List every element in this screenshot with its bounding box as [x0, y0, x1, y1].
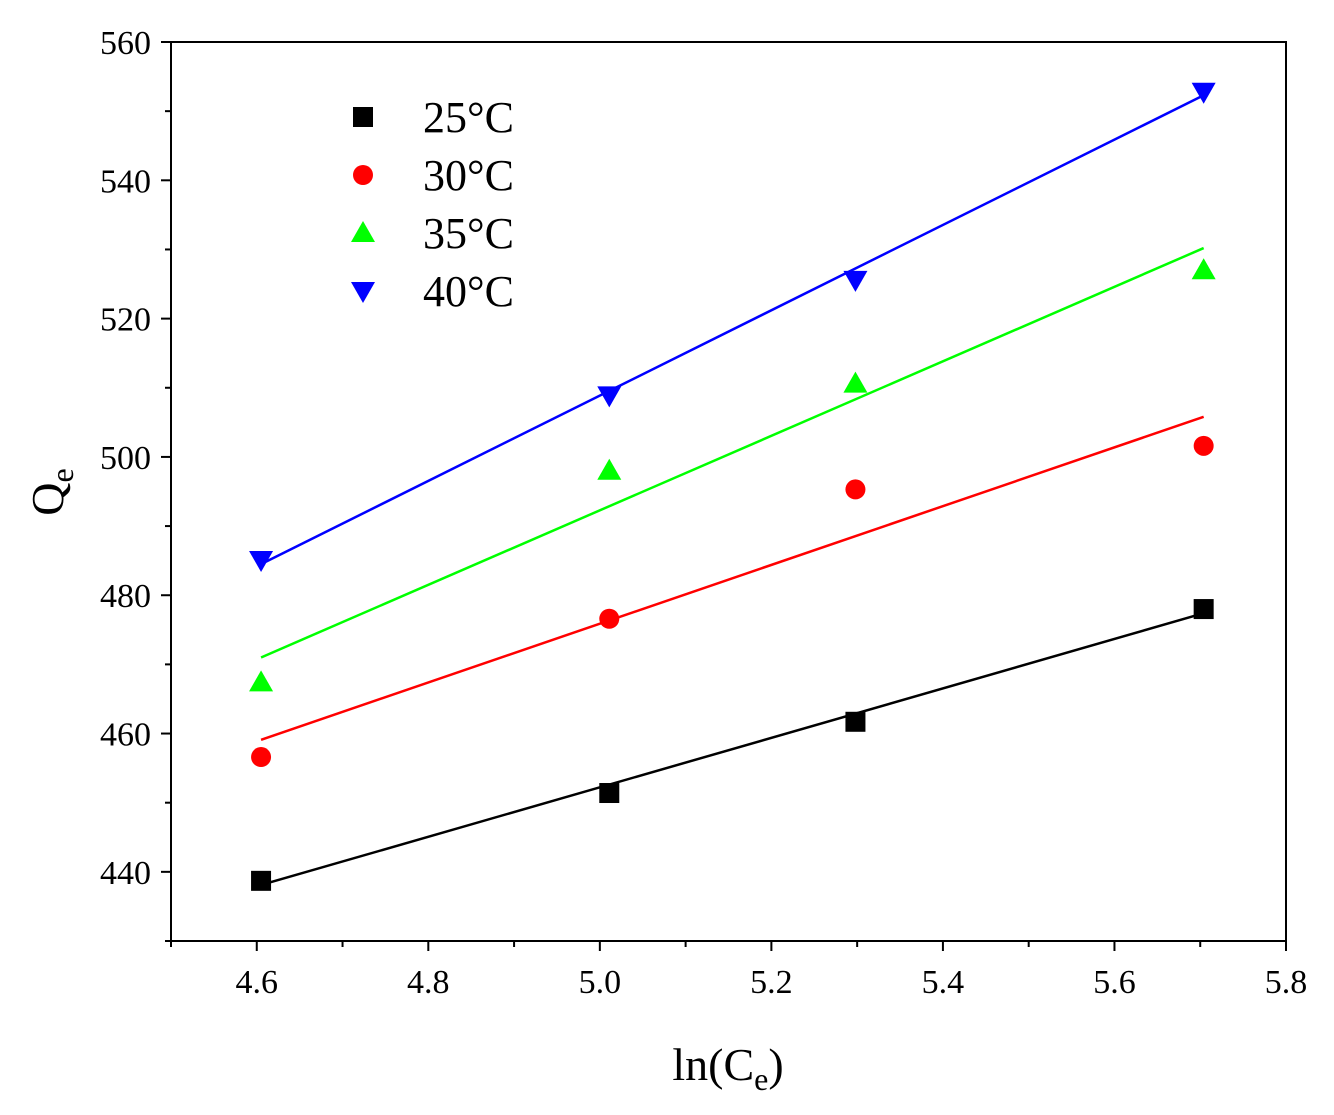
- legend-label-40c: 40°C: [423, 267, 514, 316]
- data-point-30c: [251, 747, 272, 768]
- data-point-35c: [1191, 258, 1216, 280]
- x-axis-title: ln(Ce): [672, 1039, 783, 1097]
- x-axis-title-sub: e: [754, 1061, 768, 1097]
- legend-label-25c: 25°C: [423, 93, 514, 142]
- legend-marker-30c: [353, 165, 373, 185]
- fit-line-25c: [260, 612, 1205, 887]
- x-tick-label: 5.8: [1265, 964, 1308, 1001]
- legend-label-30c: 30°C: [423, 151, 514, 200]
- x-tick-label: 4.8: [407, 964, 450, 1001]
- legend-marker-25c: [353, 107, 373, 127]
- y-axis-title-main: Q: [22, 482, 73, 515]
- fit-line-35c: [260, 246, 1205, 659]
- x-tick-label: 5.6: [1093, 964, 1136, 1001]
- data-point-35c: [249, 670, 274, 692]
- x-axis-title-main: ln(C: [672, 1039, 754, 1090]
- x-tick-label: 4.6: [236, 964, 279, 1001]
- x-tick-label: 5.0: [579, 964, 622, 1001]
- data-point-30c: [1193, 435, 1214, 456]
- y-tick-label: 500: [100, 440, 151, 477]
- y-axis-title: Qe: [22, 468, 80, 515]
- fit-line-40c: [260, 94, 1205, 566]
- data-point-40c: [1191, 82, 1216, 104]
- data-point-25c: [599, 783, 620, 804]
- fit-lines: [260, 94, 1205, 887]
- data-point-40c: [843, 270, 868, 292]
- legend-marker-35c: [351, 221, 375, 242]
- legend: 25°C 30°C 35°C 40°C: [351, 93, 514, 316]
- y-tick-label: 480: [100, 578, 151, 615]
- x-axis-title-close: ): [768, 1039, 783, 1090]
- data-point-40c: [249, 550, 274, 572]
- x-tick-label: 5.4: [922, 964, 965, 1001]
- data-point-25c: [845, 711, 866, 732]
- legend-marker-40c: [351, 282, 375, 303]
- y-tick-label: 520: [100, 302, 151, 339]
- legend-label-35c: 35°C: [423, 209, 514, 258]
- data-point-35c: [597, 458, 622, 480]
- data-point-25c: [251, 870, 272, 891]
- data-point-30c: [599, 608, 620, 629]
- data-points: [249, 82, 1216, 891]
- data-point-25c: [1193, 599, 1214, 620]
- y-tick-label: 460: [100, 717, 151, 754]
- axis-ticks: 4.6 4.8 5.0 5.2 5.4 5.6 5.8 440 460 480 500 520 540 5…: [100, 25, 1307, 1001]
- data-point-35c: [843, 371, 868, 393]
- data-point-40c: [597, 386, 622, 408]
- y-axis-title-sub: e: [44, 468, 80, 482]
- x-tick-label: 5.2: [750, 964, 793, 1001]
- plot-frame: [170, 41, 1287, 942]
- data-point-30c: [845, 479, 866, 500]
- y-tick-label: 440: [100, 855, 151, 892]
- y-tick-label: 540: [100, 163, 151, 200]
- fit-line-30c: [260, 415, 1205, 741]
- y-tick-label: 560: [100, 25, 151, 62]
